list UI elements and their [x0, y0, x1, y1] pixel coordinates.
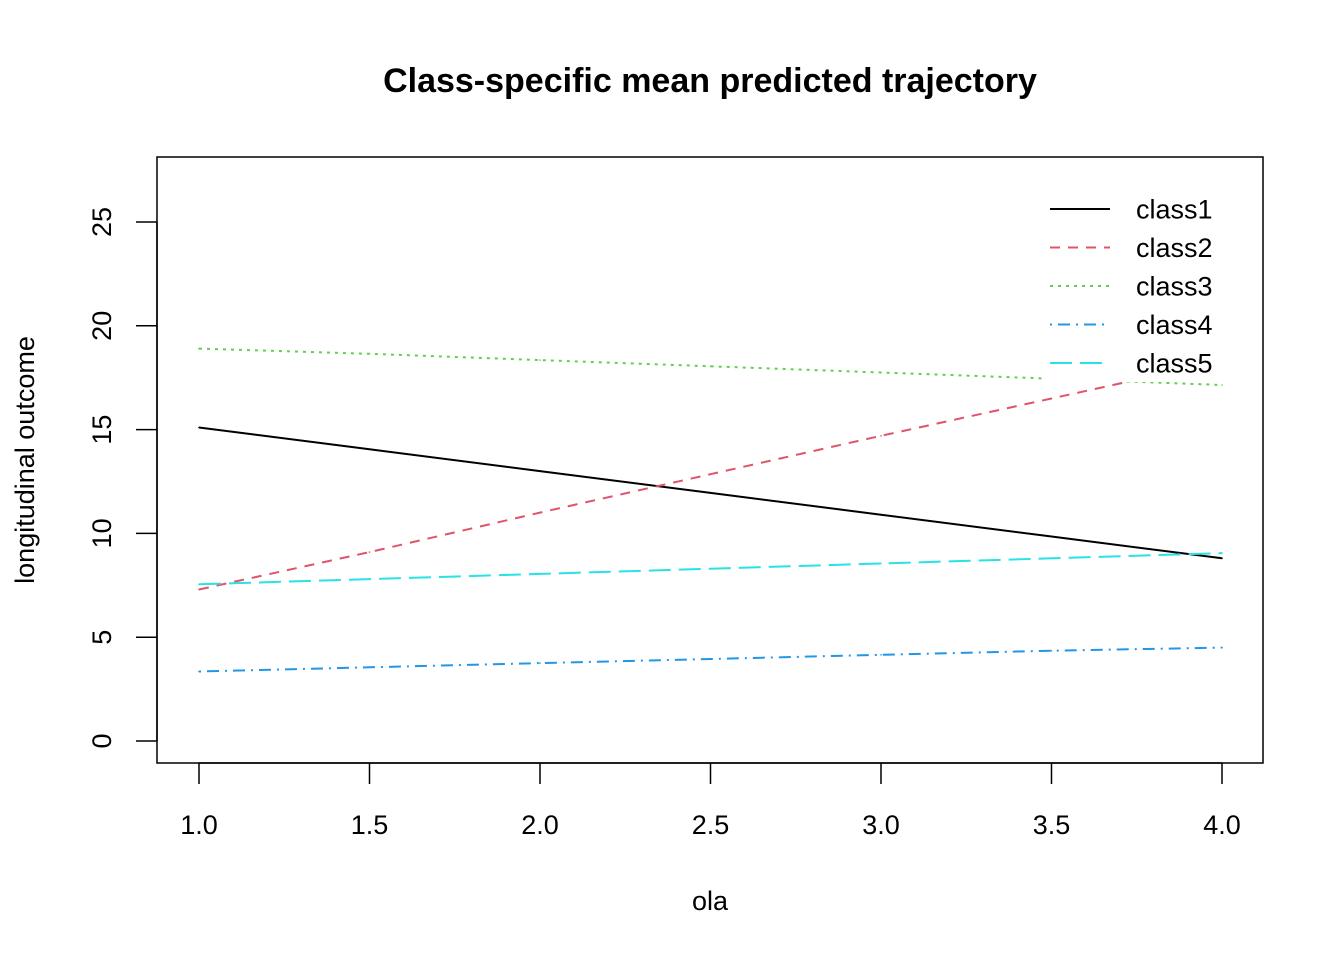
data-point-class2: [1050, 397, 1053, 400]
y-tick-label: 10: [87, 518, 117, 548]
x-tick-label: 3.5: [1033, 810, 1071, 840]
data-point-class1: [539, 470, 541, 472]
data-point-class1: [1221, 557, 1223, 560]
data-point-class5: [1050, 557, 1053, 560]
data-point-class2: [880, 435, 882, 437]
data-point-class2: [539, 511, 541, 514]
legend-item: class2: [1050, 233, 1213, 263]
legend-label: class3: [1136, 272, 1213, 302]
y-tick-label: 5: [87, 630, 117, 645]
y-tick-label: 20: [87, 311, 117, 341]
y-tick-label: 25: [87, 207, 117, 237]
data-point-class3: [709, 365, 712, 368]
data-point-class1: [880, 513, 882, 516]
data-point-class5: [880, 562, 882, 565]
legend-label: class2: [1136, 233, 1213, 263]
data-point-class4: [198, 670, 200, 673]
x-tick-label: 2.5: [692, 810, 730, 840]
data-point-class1: [709, 492, 712, 494]
data-point-class5: [539, 573, 541, 575]
legend-item: class3: [1050, 272, 1213, 302]
legend-background: [1042, 190, 1262, 382]
data-point-class3: [198, 347, 200, 350]
series-class2: [198, 360, 1223, 591]
data-point-class4: [880, 654, 882, 656]
data-point-class3: [880, 371, 882, 374]
x-tick-label: 4.0: [1203, 810, 1241, 840]
data-point-class1: [198, 426, 200, 429]
series-class5: [198, 552, 1223, 586]
legend-item: class4: [1050, 310, 1213, 340]
y-axis: 0 5 10 15 20 25: [87, 207, 158, 749]
legend-label: class5: [1136, 349, 1213, 379]
y-axis-label: longitudinal outcome: [10, 336, 40, 584]
legend: class1 class2 class3 class4 class5: [1050, 195, 1213, 379]
chart-title: Class-specific mean predicted trajectory: [383, 62, 1037, 100]
data-point-class3: [539, 359, 541, 361]
data-point-class2: [368, 551, 371, 553]
data-point-class3: [1221, 384, 1223, 386]
data-point-class1: [1050, 535, 1053, 538]
y-tick-label: 0: [87, 733, 117, 748]
data-point-class5: [368, 578, 371, 580]
x-tick-label: 1.0: [180, 810, 218, 840]
data-point-class4: [368, 666, 371, 669]
data-point-class5: [198, 583, 200, 586]
x-tick-label: 2.0: [521, 810, 559, 840]
legend-label: class1: [1136, 195, 1213, 225]
legend-item: class1: [1050, 195, 1213, 225]
legend-label: class4: [1136, 310, 1213, 340]
data-point-class4: [539, 662, 541, 664]
series-class4: [198, 646, 1223, 673]
legend-item: class5: [1050, 349, 1213, 379]
data-point-class4: [1221, 646, 1223, 649]
data-point-class4: [1050, 649, 1053, 652]
series-layer: [198, 347, 1223, 673]
y-tick-label: 15: [87, 415, 117, 445]
data-point-class5: [1221, 552, 1223, 554]
series-class1: [198, 426, 1223, 560]
data-point-class3: [368, 353, 371, 355]
x-tick-label: 1.5: [351, 810, 389, 840]
data-point-class2: [709, 473, 712, 476]
legend-box: [1042, 190, 1262, 382]
x-axis-label: ola: [692, 886, 729, 916]
x-axis: 1.0 1.5 2.0 2.5 3.0 3.5 4.0: [180, 762, 1241, 840]
data-point-class5: [709, 567, 712, 570]
data-point-class2: [198, 588, 200, 591]
x-tick-label: 3.0: [862, 810, 900, 840]
data-point-class4: [709, 658, 712, 660]
data-point-class1: [368, 448, 371, 451]
